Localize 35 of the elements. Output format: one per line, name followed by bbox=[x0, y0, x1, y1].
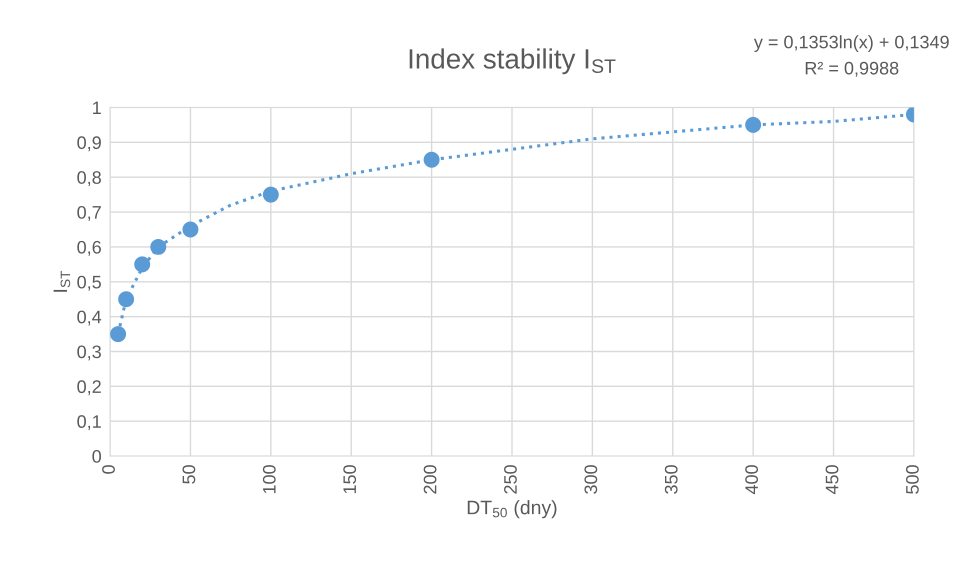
text: R² = 0,9988 bbox=[806, 62, 898, 77]
y-tick-label: 0,8 bbox=[77, 171, 101, 186]
y-tick-label: 0,9 bbox=[77, 136, 101, 152]
x-tick-label: 200 bbox=[424, 465, 436, 494]
x-tick-label: 250 bbox=[504, 465, 517, 494]
x-tick-label: 500 bbox=[906, 465, 919, 494]
x-tick-label: 400 bbox=[745, 465, 758, 494]
x-tick-label: 150 bbox=[343, 465, 356, 494]
y-tick-label: 0 bbox=[92, 450, 102, 463]
y-tick-label: 0,7 bbox=[77, 206, 101, 221]
x-tick-label: 50 bbox=[182, 465, 196, 484]
x-tick-label: 300 bbox=[584, 465, 598, 494]
point bbox=[118, 291, 134, 308]
point bbox=[745, 116, 762, 133]
x-axis-title: DT$_{50}$ (dny) bbox=[468, 500, 556, 518]
point bbox=[110, 326, 126, 342]
point bbox=[150, 238, 166, 255]
text: y = 0,1353ln(x) + 0,1349 bbox=[754, 35, 949, 52]
point bbox=[134, 256, 150, 272]
point bbox=[424, 152, 440, 168]
y-tick-label: 0,6 bbox=[77, 240, 101, 256]
point bbox=[262, 186, 279, 203]
x-tick-label: 100 bbox=[262, 465, 276, 494]
x-tick-label: 350 bbox=[664, 465, 678, 494]
point bbox=[182, 222, 198, 238]
y-tick-label: 0,5 bbox=[77, 276, 101, 291]
y-tick-label: 1 bbox=[93, 102, 101, 114]
y-tick-label: 0,2 bbox=[77, 380, 101, 396]
y-tick-label: 0,3 bbox=[77, 345, 101, 360]
chart-title: Index stability I$_{ST}$ bbox=[410, 48, 616, 74]
x-tick-label: 0 bbox=[102, 465, 115, 474]
y-tick-label: 0,4 bbox=[77, 310, 102, 326]
x-tick-label: 450 bbox=[826, 465, 838, 494]
y-tick-label: 0,1 bbox=[77, 415, 101, 430]
y-axis-title: I$_{ST}$ bbox=[54, 270, 70, 292]
